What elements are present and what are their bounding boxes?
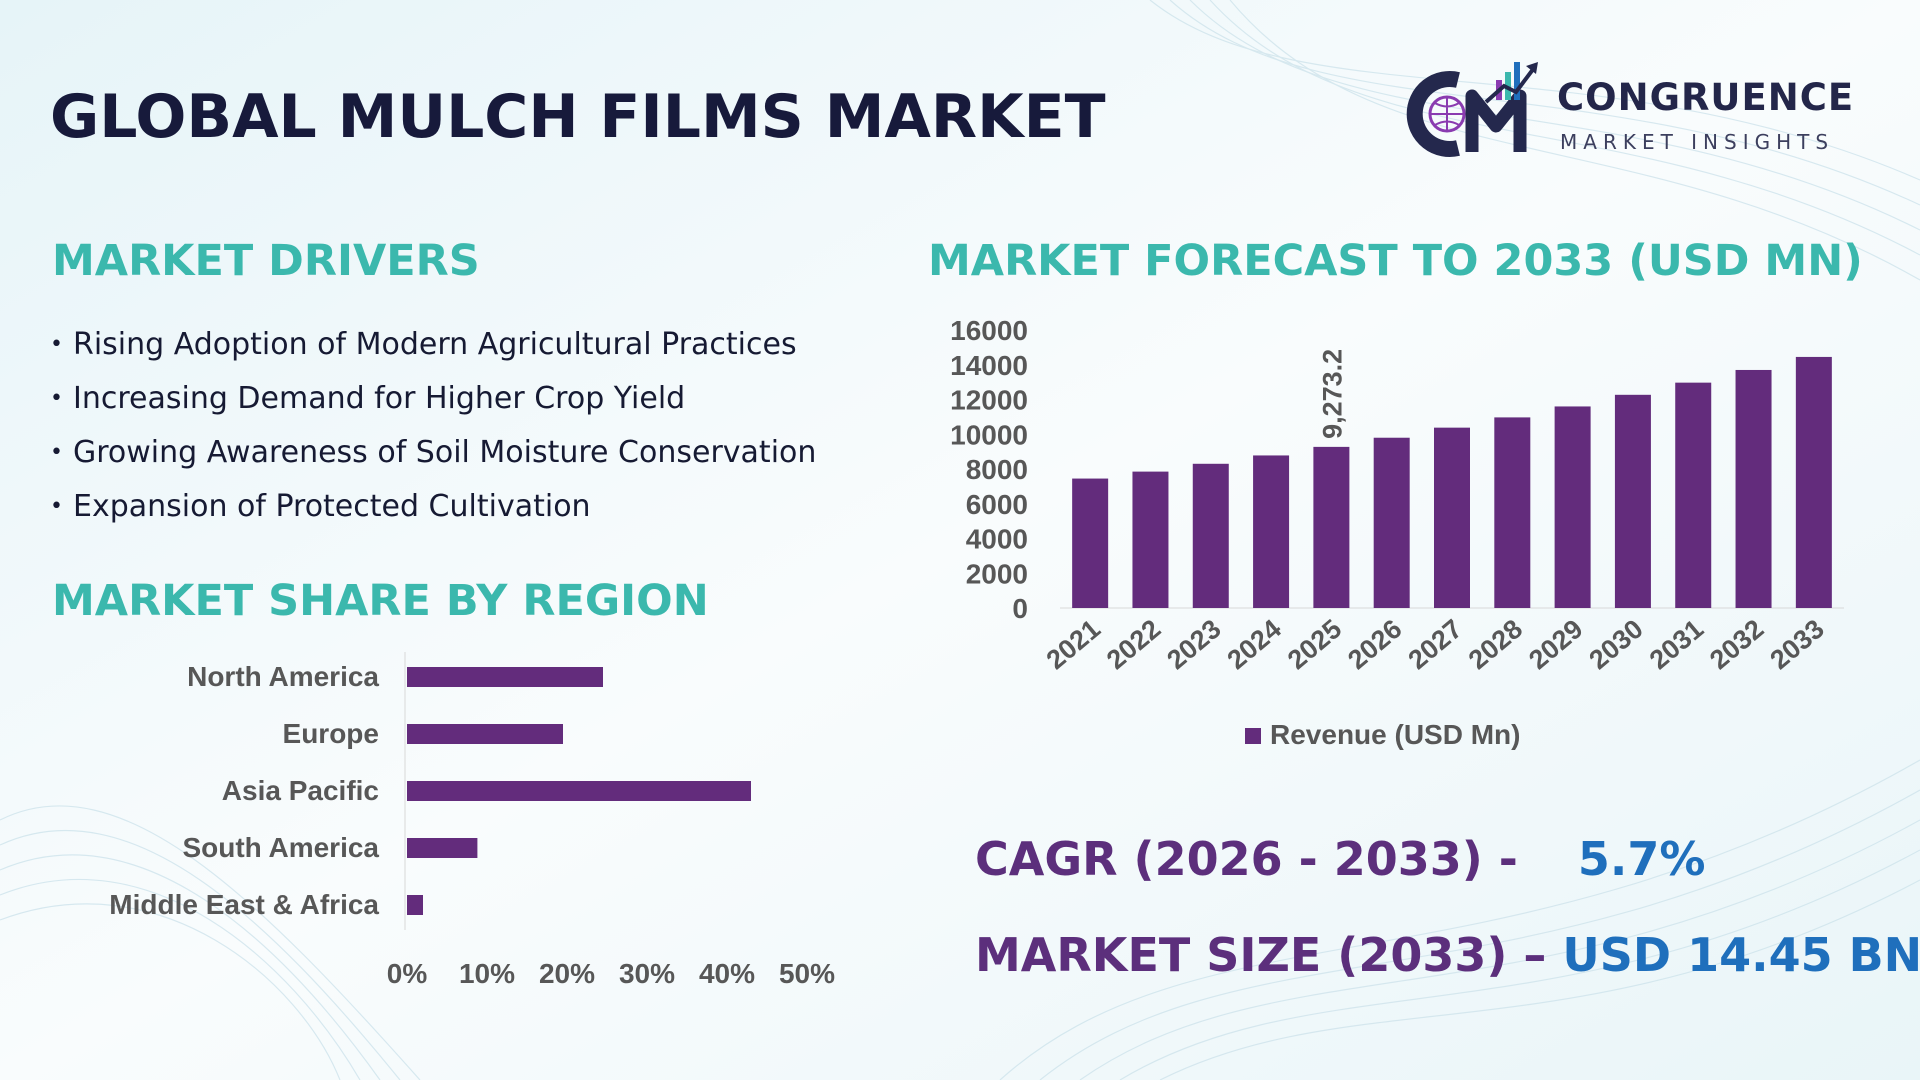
driver-item: Expansion of Protected Cultivation [50, 484, 816, 538]
legend-label: Revenue (USD Mn) [1270, 719, 1520, 750]
forecast-bar [1614, 394, 1651, 608]
forecast-y-tick-label: 8000 [966, 454, 1028, 485]
forecast-x-tick-label: 2023 [1161, 614, 1226, 676]
logo-subtitle: MARKET INSIGHTS [1560, 130, 1835, 154]
forecast-x-tick-label: 2021 [1041, 614, 1106, 676]
forecast-y-tick-label: 10000 [950, 419, 1028, 450]
region-label: South America [182, 832, 379, 863]
region-label: Europe [283, 718, 379, 749]
driver-item: Increasing Demand for Higher Crop Yield [50, 376, 816, 430]
region-tick-label: 30% [619, 958, 675, 989]
forecast-bar [1132, 471, 1169, 608]
region-tick-label: 10% [459, 958, 515, 989]
forecast-bar [1795, 356, 1832, 608]
driver-item: Rising Adoption of Modern Agricultural P… [50, 322, 816, 376]
forecast-x-tick-label: 2027 [1403, 614, 1468, 676]
market-size-stat: MARKET SIZE (2033) – USD 14.45 BN [975, 928, 1920, 982]
forecast-bar [1072, 478, 1109, 608]
forecast-x-tick-label: 2028 [1463, 614, 1528, 676]
forecast-y-tick-label: 6000 [966, 489, 1028, 520]
cagr-stat: CAGR (2026 - 2033) - 5.7% [975, 832, 1706, 886]
forecast-y-tick-label: 4000 [966, 524, 1028, 555]
region-share-chart: North America Europe Asia Pacific South Ame… [109, 652, 835, 989]
forecast-x-tick-label: 2022 [1101, 614, 1166, 676]
region-tick-label: 20% [539, 958, 595, 989]
forecast-x-tick-label: 2031 [1644, 614, 1709, 676]
forecast-data-label: 9,273.2 [1317, 349, 1347, 439]
legend-swatch [1245, 728, 1261, 744]
region-bar [407, 724, 563, 744]
forecast-y-tick-label: 16000 [950, 315, 1028, 346]
logo-mark-icon [1406, 62, 1538, 157]
cagr-value: 5.7% [1577, 832, 1706, 886]
forecast-y-tick-label: 14000 [950, 350, 1028, 381]
region-tick-label: 40% [699, 958, 755, 989]
company-logo: CONGRUENCE MARKET INSIGHTS [1400, 52, 1880, 162]
drivers-title: MARKET DRIVERS [52, 236, 480, 286]
region-tick-label: 0% [387, 958, 428, 989]
forecast-x-tick-label: 2030 [1583, 614, 1648, 676]
region-title: MARKET SHARE BY REGION [52, 576, 709, 626]
forecast-x-tick-label: 2033 [1764, 614, 1829, 676]
page-title: GLOBAL MULCH FILMS MARKET [50, 82, 1106, 152]
drivers-list: Rising Adoption of Modern Agricultural P… [50, 322, 816, 538]
forecast-title: MARKET FORECAST TO 2033 (USD MN) [928, 236, 1863, 286]
forecast-x-tick-label: 2026 [1342, 614, 1407, 676]
market-size-value: USD 14.45 BN [1562, 928, 1920, 982]
region-bar [407, 781, 751, 801]
region-bar [407, 667, 603, 687]
forecast-bar [1253, 455, 1290, 608]
forecast-y-tick-label: 0 [1012, 593, 1028, 624]
forecast-bar [1434, 427, 1470, 608]
cagr-label: CAGR (2026 - 2033) - [975, 832, 1518, 886]
region-tick-label: 50% [779, 958, 835, 989]
forecast-bar [1494, 417, 1531, 608]
forecast-bar [1313, 446, 1350, 608]
region-label: Middle East & Africa [109, 889, 379, 920]
forecast-x-tick-label: 2024 [1222, 614, 1287, 676]
forecast-bar [1735, 369, 1772, 608]
forecast-x-tick-label: 2032 [1704, 614, 1769, 676]
forecast-x-tick-label: 2025 [1282, 614, 1347, 676]
region-label: North America [187, 661, 379, 692]
logo-name: CONGRUENCE [1557, 76, 1855, 119]
forecast-bar [1192, 463, 1229, 608]
forecast-bar [1373, 437, 1410, 608]
driver-item: Growing Awareness of Soil Moisture Conse… [50, 430, 816, 484]
forecast-y-tick-label: 2000 [966, 558, 1028, 589]
market-size-label: MARKET SIZE (2033) – [975, 928, 1547, 982]
region-label: Asia Pacific [222, 775, 379, 806]
forecast-y-tick-label: 12000 [950, 385, 1028, 416]
region-bar [407, 838, 478, 858]
forecast-bar [1554, 406, 1591, 608]
forecast-x-tick-label: 2029 [1523, 614, 1588, 676]
forecast-bar [1675, 382, 1712, 608]
region-bar [407, 895, 423, 915]
